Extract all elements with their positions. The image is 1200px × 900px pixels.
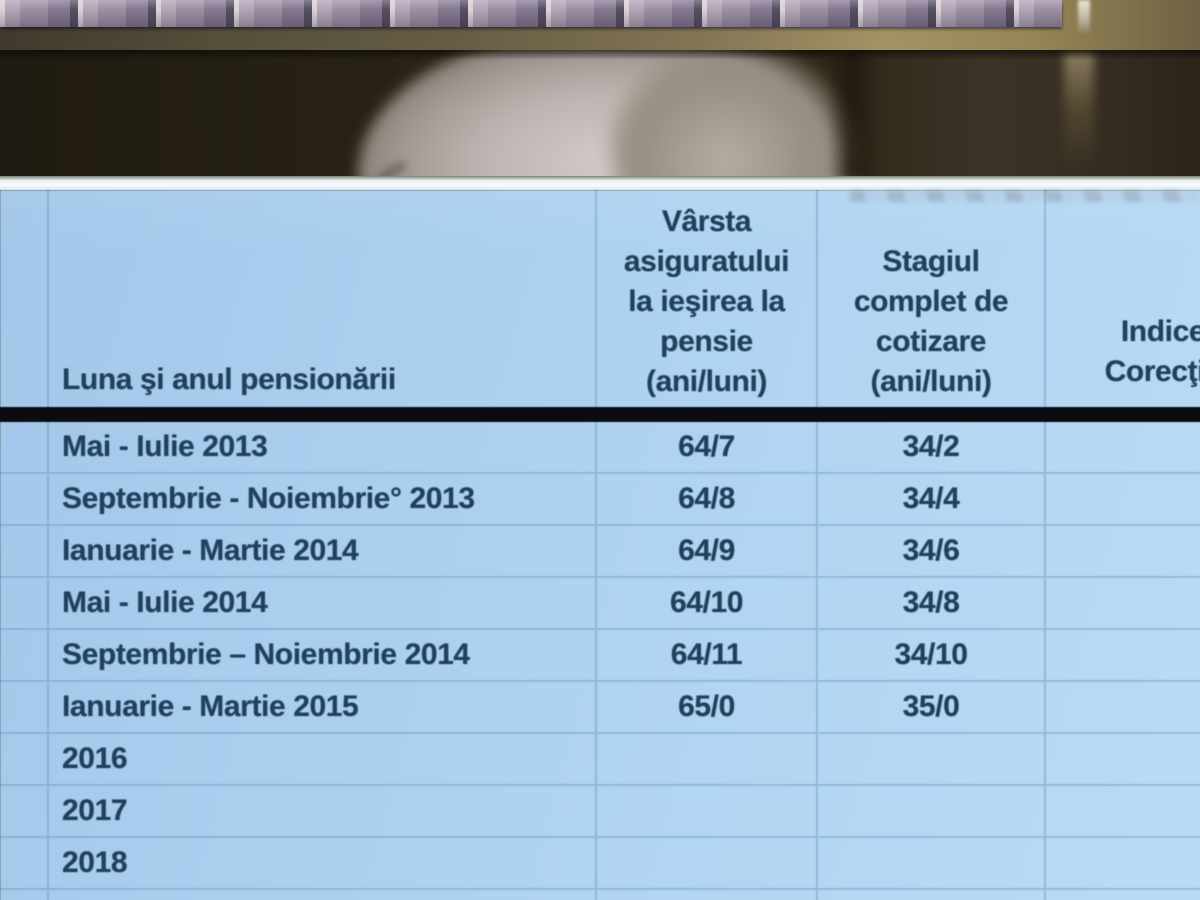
cell-margin <box>0 836 48 889</box>
cell-index <box>1044 472 1200 525</box>
scene-dark-fold <box>826 50 882 176</box>
cell-index <box>1044 628 1200 681</box>
wall-bright-notch <box>1078 0 1090 34</box>
header-cell-period: Luna şi anul pensionării <box>47 190 596 422</box>
table-row: 2016 <box>0 732 1200 785</box>
table-row: 2017 <box>0 784 1200 837</box>
cell-stage: 34/6 <box>816 524 1045 577</box>
blurred-white-hair-right <box>610 50 850 176</box>
table-header-row: Luna şi anul pensionării Vârsta asigurat… <box>0 190 1200 422</box>
cell-stage: 35/0 <box>816 680 1045 733</box>
table-row: Mai - Iulie 2013 64/7 34/2 <box>0 414 1200 474</box>
cell-margin <box>0 524 48 577</box>
cell-margin <box>0 680 48 733</box>
cell-period: Mai - Iulie 2013 <box>47 414 596 473</box>
cell-stage: 34/2 <box>816 414 1045 473</box>
cell-period: Mai - Iulie 2014 <box>47 576 596 629</box>
cell-margin <box>0 784 48 837</box>
pension-table-grid: Luna şi anul pensionării Vârsta asigurat… <box>0 190 1200 900</box>
cell-stage <box>816 784 1045 837</box>
scene-top-shadow <box>0 50 1200 60</box>
cell-period: 2019 <box>47 888 596 900</box>
cell-margin <box>0 415 48 474</box>
cell-margin <box>0 628 48 681</box>
cell-age: 65/0 <box>595 680 817 733</box>
cell-age <box>595 888 817 900</box>
cell-margin <box>0 576 48 629</box>
cell-index <box>1044 576 1200 629</box>
cell-age: 64/11 <box>595 628 817 681</box>
cell-period: Septembrie - Noiembrie° 2013 <box>47 472 596 525</box>
cell-period: Septembrie – Noiembrie 2014 <box>47 628 596 681</box>
studio-scene <box>0 50 1200 176</box>
table-row: Ianuarie - Martie 2015 65/0 35/0 <box>0 680 1200 733</box>
cell-age: 64/7 <box>595 414 817 473</box>
header-cell-contribution-period: Stagiul complet de cotizare (ani/luni) <box>816 190 1045 422</box>
table-row: 2018 <box>0 836 1200 889</box>
table-row: 2019 <box>0 888 1200 900</box>
table-row: Mai - Iulie 2014 64/10 34/8 <box>0 576 1200 629</box>
cell-period: Ianuarie - Martie 2015 <box>47 680 596 733</box>
cell-period: 2018 <box>47 836 596 889</box>
cell-age: 64/10 <box>595 576 817 629</box>
cell-index <box>1044 836 1200 889</box>
cell-age: 64/8 <box>595 472 817 525</box>
cell-margin <box>0 888 48 900</box>
cell-index <box>1044 784 1200 837</box>
cell-stage <box>816 836 1045 889</box>
cell-index <box>1044 732 1200 785</box>
header-cell-margin <box>0 190 48 422</box>
cell-age: 64/9 <box>595 524 817 577</box>
cell-stage: 34/4 <box>816 472 1045 525</box>
table-row: Septembrie - Noiembrie° 2013 64/8 34/4 <box>0 472 1200 525</box>
header-cell-retirement-age: Vârsta asiguratului la ieşirea la pensie… <box>595 190 817 422</box>
wall-stripe-glow <box>1064 50 1094 168</box>
cell-margin <box>0 732 48 785</box>
wall-panel-stripes <box>0 0 1062 27</box>
cell-index <box>1044 524 1200 577</box>
cell-period: 2017 <box>47 784 596 837</box>
cell-stage: 34/8 <box>816 576 1045 629</box>
table-row: Septembrie – Noiembrie 2014 64/11 34/10 <box>0 628 1200 681</box>
cell-stage: 34/10 <box>816 628 1045 681</box>
cell-age <box>595 732 817 785</box>
table-top-white-edge <box>0 176 1200 190</box>
cell-index <box>1044 414 1200 473</box>
table-row: Ianuarie - Martie 2014 64/9 34/6 <box>0 524 1200 577</box>
cell-age <box>595 784 817 837</box>
pension-table: Luna şi anul pensionării Vârsta asigurat… <box>0 190 1200 900</box>
cell-period: Ianuarie - Martie 2014 <box>47 524 596 577</box>
cell-margin <box>0 472 48 525</box>
cell-period: 2016 <box>47 732 596 785</box>
cell-age <box>595 836 817 889</box>
cell-stage <box>816 888 1045 900</box>
cell-index <box>1044 888 1200 900</box>
cell-index <box>1044 680 1200 733</box>
cell-stage <box>816 732 1045 785</box>
header-cell-correction-index: Indice Corecţie <box>1044 190 1200 422</box>
video-artifact-streaks <box>850 190 1200 202</box>
